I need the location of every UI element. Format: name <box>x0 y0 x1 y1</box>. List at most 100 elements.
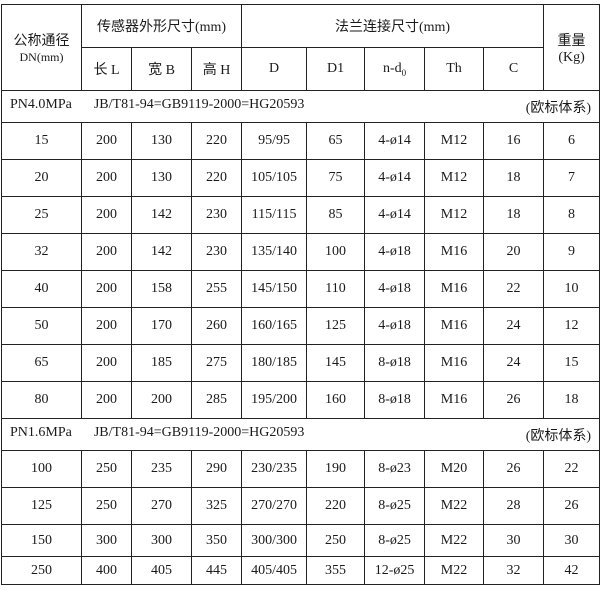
table-cell: 26 <box>483 450 545 488</box>
table-cell: 250 <box>81 450 132 488</box>
table-cell: 220 <box>190 159 243 197</box>
table-cell: 200 <box>131 381 192 419</box>
table-cell: 10 <box>543 270 600 308</box>
table-cell: 100 <box>306 233 366 271</box>
table-cell: 230/235 <box>241 450 308 488</box>
table-cell: 4-ø14 <box>364 122 426 160</box>
table-cell: M22 <box>424 556 485 585</box>
table-cell: 85 <box>306 196 366 234</box>
table-cell: 130 <box>131 159 192 197</box>
table-cell: 285 <box>190 381 243 419</box>
col-c: C <box>483 47 545 91</box>
table-row: 32 200 142 230 135/140 100 4-ø18 M16 20 9 <box>1 233 600 271</box>
table-cell: 105/105 <box>241 159 308 197</box>
table-cell: 24 <box>483 344 545 382</box>
table-cell: 12 <box>543 307 600 345</box>
table-cell: 160 <box>306 381 366 419</box>
table-cell: 270 <box>131 487 192 525</box>
table-cell: 300 <box>131 524 192 557</box>
table-cell: M16 <box>424 344 485 382</box>
table-cell: 170 <box>131 307 192 345</box>
table-row: 100 250 235 290 230/235 190 8-ø23 M20 26 22 <box>1 450 600 488</box>
table-cell: 405/405 <box>241 556 308 585</box>
table-cell: 275 <box>190 344 243 382</box>
table-cell: M22 <box>424 487 485 525</box>
header-row-1: 公称通径 DN(mm) 传感器外形尺寸(mm) 法兰连接尺寸(mm) 重量 (Kg) <box>1 4 600 91</box>
table-cell: 4-ø18 <box>364 270 426 308</box>
table-cell: 115/115 <box>241 196 308 234</box>
table-cell: 8-ø25 <box>364 524 426 557</box>
table-cell: 250 <box>81 487 132 525</box>
table-cell: 160/165 <box>241 307 308 345</box>
table-cell: 260 <box>190 307 243 345</box>
pressure-rating: PN1.6MPa <box>10 424 72 440</box>
table-cell: 110 <box>306 270 366 308</box>
section-header: PN1.6MPa JB/T81-94=GB9119-2000=HG20593 (欧标… <box>0 418 600 451</box>
table-cell: 125 <box>1 487 82 525</box>
table-cell: 95/95 <box>241 122 308 160</box>
table-cell: 25 <box>1 196 82 234</box>
sensor-dimensions-header: 传感器外形尺寸(mm) <box>80 4 243 48</box>
table-cell: 12-ø25 <box>364 556 426 585</box>
table-cell: 220 <box>306 487 366 525</box>
table-cell: 135/140 <box>241 233 308 271</box>
table-cell: 150 <box>1 524 82 557</box>
table-cell: 75 <box>306 159 366 197</box>
table-cell: 300 <box>81 524 132 557</box>
section-header: PN4.0MPa JB/T81-94=GB9119-2000=HG20593 (欧标… <box>0 90 600 123</box>
table-row: 40 200 158 255 145/150 110 4-ø18 M16 22 10 <box>1 270 600 308</box>
table-cell: 142 <box>131 196 192 234</box>
table-row: 50 200 170 260 160/165 125 4-ø18 M16 24 12 <box>1 307 600 345</box>
table-cell: 26 <box>543 487 600 525</box>
pressure-rating: PN4.0MPa <box>10 96 72 112</box>
table-cell: 20 <box>483 233 545 271</box>
table-cell: 7 <box>543 159 600 197</box>
table-cell: 8-ø18 <box>364 344 426 382</box>
table-cell: 230 <box>190 233 243 271</box>
table-cell: 200 <box>81 122 132 160</box>
table-cell: 22 <box>483 270 545 308</box>
table-cell: 200 <box>81 381 132 419</box>
table-cell: 125 <box>306 307 366 345</box>
table-cell: 200 <box>81 233 132 271</box>
table-cell: 250 <box>1 556 82 585</box>
table-cell: 4-ø14 <box>364 159 426 197</box>
table-cell: 22 <box>543 450 600 488</box>
table-cell: 4-ø18 <box>364 233 426 271</box>
table-cell: 30 <box>543 524 600 557</box>
weight-header: 重量 (Kg) <box>543 4 600 91</box>
table-cell: 8 <box>543 196 600 234</box>
table-cell: 290 <box>190 450 243 488</box>
table-cell: 405 <box>131 556 192 585</box>
table-cell: 30 <box>483 524 545 557</box>
table-cell: 4-ø14 <box>364 196 426 234</box>
table-cell: 26 <box>483 381 545 419</box>
standard: JB/T81-94=GB9119-2000=HG20593 <box>93 424 305 440</box>
table-cell: M12 <box>424 122 485 160</box>
col-length: 长 L <box>81 47 132 91</box>
table-row: 25 200 142 230 115/115 85 4-ø14 M12 18 8 <box>1 196 600 234</box>
table-cell: 50 <box>1 307 82 345</box>
flange-dimension-table: 公称通径 DN(mm) 传感器外形尺寸(mm) 法兰连接尺寸(mm) 重量 (Kg)… <box>0 4 600 585</box>
table-cell: 400 <box>81 556 132 585</box>
table-cell: 80 <box>1 381 82 419</box>
table-row: 125 250 270 325 270/270 220 8-ø25 M22 28 26 <box>1 487 600 525</box>
table-cell: 65 <box>1 344 82 382</box>
table-cell: 158 <box>131 270 192 308</box>
table-cell: 130 <box>131 122 192 160</box>
col-d1: D1 <box>306 47 366 91</box>
table-cell: M16 <box>424 270 485 308</box>
section-header-row: PN1.6MPa JB/T81-94=GB9119-2000=HG20593 (欧标… <box>0 418 600 451</box>
table-cell: 235 <box>131 450 192 488</box>
table-cell: 200 <box>81 344 132 382</box>
table-row: 20 200 130 220 105/105 75 4-ø14 M12 18 7 <box>1 159 600 197</box>
table-row: 15 200 130 220 95/95 65 4-ø14 M12 16 6 <box>1 122 600 160</box>
table-cell: 185 <box>131 344 192 382</box>
table-cell: 200 <box>81 270 132 308</box>
table-cell: 18 <box>483 159 545 197</box>
table-row: 250 400 405 445 405/405 355 12-ø25 M22 32 42 <box>1 556 600 585</box>
table-cell: 24 <box>483 307 545 345</box>
table-cell: 18 <box>483 196 545 234</box>
table-cell: 255 <box>190 270 243 308</box>
table-cell: 32 <box>483 556 545 585</box>
